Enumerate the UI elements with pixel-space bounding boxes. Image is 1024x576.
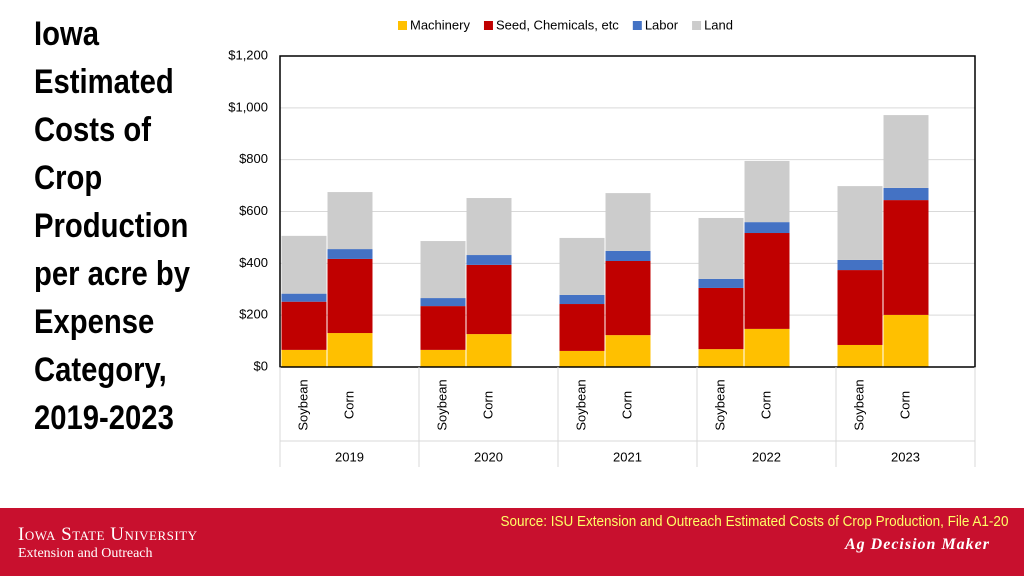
bar-segment: [605, 261, 651, 336]
group-label: 2022: [752, 449, 781, 464]
x-tick-label: Soybean: [295, 379, 310, 430]
x-tick-label: Soybean: [851, 379, 866, 430]
group-label: 2021: [613, 449, 642, 464]
bar-segment: [605, 193, 651, 251]
bar-segment: [559, 304, 605, 351]
bar-segment: [883, 187, 929, 201]
bar-segment: [327, 192, 373, 250]
plot-frame: [279, 55, 976, 368]
y-tick-label: $0: [254, 358, 268, 373]
bar-segment: [420, 306, 466, 350]
bar-segment: [883, 200, 929, 315]
bar-segment: [605, 250, 651, 262]
x-tick-label: Corn: [341, 391, 356, 419]
bar-segment: [837, 186, 883, 260]
y-tick-label: $1,000: [228, 99, 268, 114]
bar-segment: [327, 249, 373, 259]
legend-label: Seed, Chemicals, etc: [496, 17, 619, 32]
bar-segment: [559, 350, 605, 367]
bar-segment: [837, 270, 883, 345]
legend-label: Labor: [645, 17, 679, 32]
bar-segment: [281, 301, 327, 350]
bar-segment: [466, 334, 512, 367]
x-tick-label: Corn: [480, 391, 495, 419]
legend-swatch: [692, 21, 702, 30]
bar-segment: [837, 259, 883, 271]
bar-segment: [327, 258, 373, 334]
legend-swatch: [632, 21, 642, 30]
unit-name: Extension and Outreach: [18, 546, 153, 561]
bar-segment: [698, 287, 744, 350]
x-tick-label: Soybean: [573, 379, 588, 430]
x-tick-label: Soybean: [712, 379, 727, 430]
x-tick-label: Corn: [758, 391, 773, 419]
bar-segment: [744, 233, 790, 329]
bar-segment: [420, 298, 466, 307]
bar-segment: [559, 237, 605, 295]
bar-segment: [883, 314, 929, 367]
bar-segment: [466, 198, 512, 256]
x-tick-label: Soybean: [434, 379, 449, 430]
y-tick-label: $400: [239, 255, 268, 270]
bar-segment: [744, 328, 790, 367]
bar-segment: [281, 235, 327, 294]
x-tick-label: Corn: [897, 391, 912, 419]
bar-segment: [559, 294, 605, 305]
footer-band: Source: ISU Extension and Outreach Estim…: [0, 508, 1024, 576]
legend-label: Land: [704, 17, 733, 32]
bar-segment: [466, 264, 512, 335]
bar-segment: [420, 241, 466, 299]
chart: $0 $200 $400 $600 $800 $1,000 $1,200 Soybean Cor…: [228, 17, 976, 467]
program-name: Ag Decision Maker: [845, 536, 990, 553]
source-note: Source: ISU Extension and Outreach Estim…: [499, 513, 1008, 530]
bar-segment: [605, 335, 651, 367]
slide-title: Iowa Estimated Costs of Crop Production …: [34, 15, 191, 437]
bar-segment: [744, 222, 790, 234]
bar-segment: [698, 278, 744, 288]
bar-segment: [466, 255, 512, 265]
bar-segment: [883, 115, 929, 188]
x-tick-label: Corn: [619, 391, 634, 419]
y-tick-label: $600: [239, 203, 268, 218]
bar-segment: [420, 349, 466, 367]
legend-swatch: [398, 21, 407, 30]
university-logo: Iowa State University: [18, 524, 198, 545]
bar-segment: [327, 333, 373, 367]
y-tick-label: $800: [239, 151, 268, 166]
group-label: 2019: [335, 449, 364, 464]
y-tick-label: $1,200: [228, 47, 268, 62]
legend-label: Machinery: [410, 17, 470, 32]
group-label: 2020: [474, 449, 503, 464]
bar-segment: [744, 160, 790, 223]
bar-segment: [281, 349, 327, 367]
bar-segment: [698, 217, 744, 279]
bar-segment: [837, 344, 883, 367]
legend-swatch: [483, 21, 493, 30]
y-tick-label: $200: [239, 307, 268, 322]
bar-segment: [698, 349, 744, 367]
group-label: 2023: [891, 449, 920, 464]
bar-segment: [281, 293, 327, 302]
